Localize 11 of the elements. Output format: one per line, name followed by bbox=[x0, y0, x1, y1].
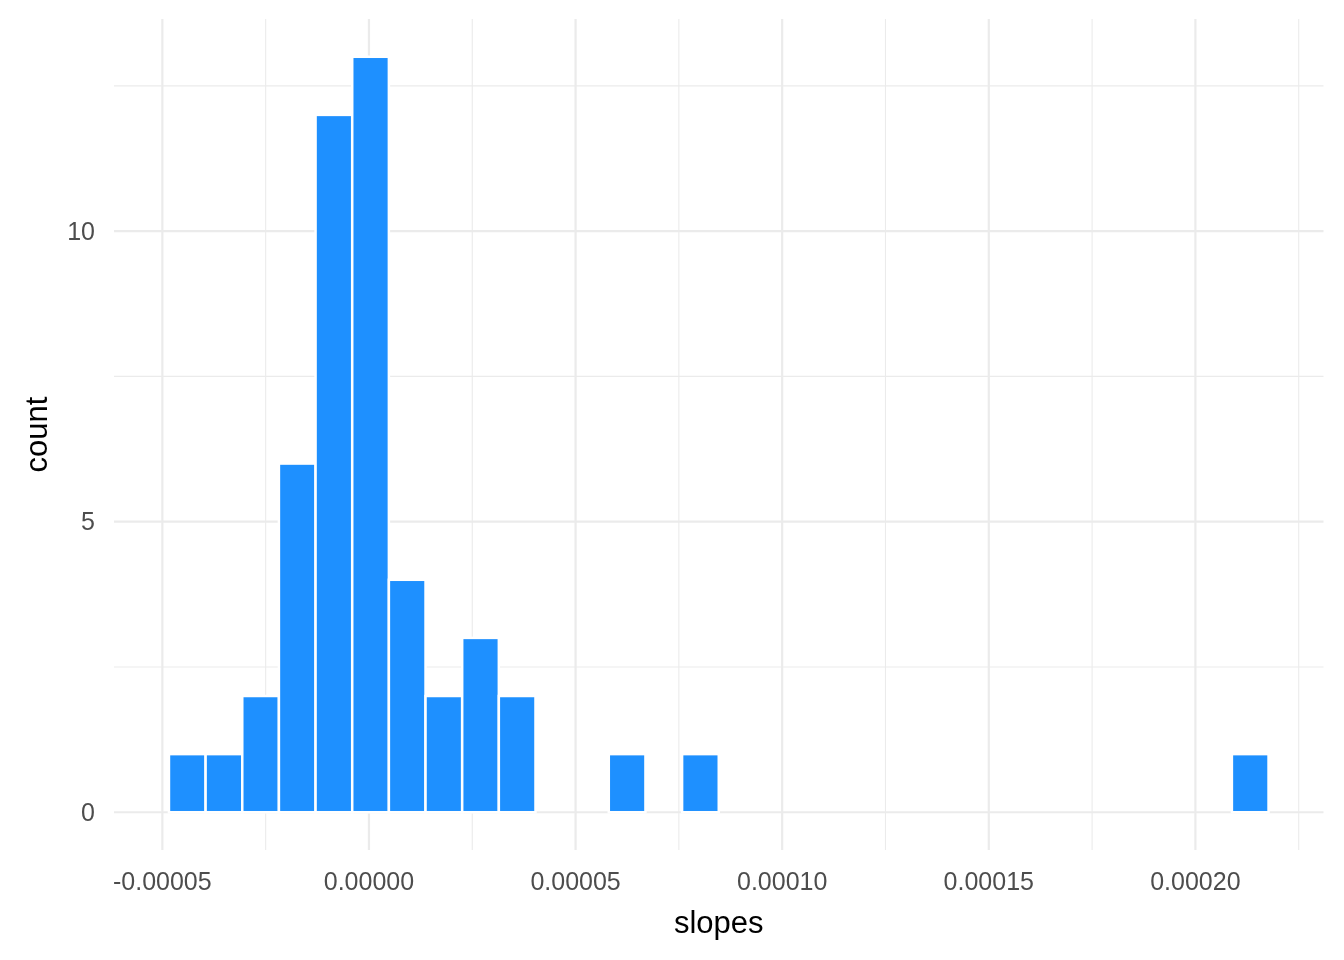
y-tick-label: 10 bbox=[67, 216, 95, 245]
x-tick-label: 0.00020 bbox=[1150, 867, 1241, 895]
y-axis-title: count bbox=[19, 396, 54, 473]
y-tick-label: 0 bbox=[81, 797, 95, 826]
x-tick-label: 0.00000 bbox=[323, 867, 415, 895]
x-tick-label: 0.00010 bbox=[736, 867, 828, 895]
y-tick-label: 5 bbox=[81, 507, 95, 536]
x-tick-label: -0.00005 bbox=[113, 867, 212, 895]
x-axis-title: slopes bbox=[673, 905, 764, 940]
x-tick-label: 0.00015 bbox=[943, 867, 1034, 895]
x-tick-label: 0.00005 bbox=[530, 867, 621, 895]
